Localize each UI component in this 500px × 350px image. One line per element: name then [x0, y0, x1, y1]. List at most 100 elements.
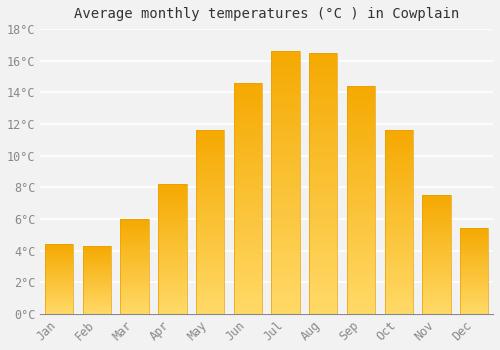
- Bar: [309, 121, 338, 126]
- Bar: [234, 300, 262, 304]
- Bar: [460, 280, 488, 281]
- Bar: [83, 256, 111, 257]
- Bar: [234, 245, 262, 249]
- Bar: [83, 287, 111, 288]
- Bar: [272, 261, 299, 267]
- Bar: [272, 188, 299, 193]
- Bar: [460, 290, 488, 292]
- Bar: [309, 199, 338, 204]
- Bar: [83, 308, 111, 310]
- Bar: [347, 127, 375, 132]
- Bar: [347, 246, 375, 250]
- Bar: [158, 215, 186, 218]
- Bar: [272, 272, 299, 277]
- Bar: [422, 221, 450, 224]
- Bar: [347, 259, 375, 264]
- Bar: [120, 276, 149, 278]
- Bar: [272, 214, 299, 219]
- Bar: [384, 299, 413, 303]
- Bar: [347, 141, 375, 145]
- Bar: [384, 193, 413, 196]
- Bar: [384, 281, 413, 285]
- Bar: [422, 231, 450, 233]
- Bar: [422, 229, 450, 231]
- Bar: [460, 261, 488, 262]
- Bar: [347, 168, 375, 173]
- Bar: [422, 309, 450, 312]
- Bar: [309, 236, 338, 241]
- Bar: [460, 273, 488, 275]
- Bar: [83, 296, 111, 297]
- Bar: [196, 156, 224, 160]
- Bar: [196, 218, 224, 222]
- Bar: [196, 167, 224, 171]
- Bar: [347, 209, 375, 214]
- Bar: [45, 308, 74, 310]
- Bar: [83, 306, 111, 307]
- Bar: [272, 119, 299, 125]
- Bar: [309, 157, 338, 162]
- Bar: [309, 79, 338, 84]
- Bar: [83, 303, 111, 304]
- Bar: [384, 266, 413, 270]
- Bar: [196, 186, 224, 189]
- Bar: [384, 204, 413, 208]
- Bar: [234, 198, 262, 203]
- Bar: [45, 247, 74, 248]
- Bar: [234, 125, 262, 129]
- Bar: [83, 272, 111, 273]
- Bar: [309, 204, 338, 209]
- Bar: [158, 205, 186, 208]
- Bar: [347, 287, 375, 291]
- Bar: [234, 217, 262, 222]
- Bar: [309, 215, 338, 220]
- Bar: [384, 259, 413, 262]
- Bar: [384, 178, 413, 182]
- Bar: [272, 193, 299, 198]
- Bar: [45, 251, 74, 253]
- Bar: [384, 262, 413, 266]
- Bar: [234, 268, 262, 272]
- Bar: [422, 226, 450, 229]
- Title: Average monthly temperatures (°C ) in Cowplain: Average monthly temperatures (°C ) in Co…: [74, 7, 460, 21]
- Bar: [196, 273, 224, 277]
- Bar: [460, 302, 488, 304]
- Bar: [158, 192, 186, 195]
- Bar: [309, 225, 338, 230]
- Bar: [158, 298, 186, 301]
- Bar: [460, 232, 488, 233]
- Bar: [234, 157, 262, 161]
- Bar: [120, 299, 149, 301]
- Bar: [272, 209, 299, 214]
- Bar: [384, 171, 413, 174]
- Bar: [83, 269, 111, 270]
- Bar: [120, 270, 149, 272]
- Bar: [45, 292, 74, 293]
- Bar: [83, 262, 111, 264]
- Bar: [45, 301, 74, 303]
- Bar: [234, 226, 262, 231]
- Bar: [347, 214, 375, 218]
- Bar: [158, 309, 186, 311]
- Bar: [460, 281, 488, 283]
- Bar: [422, 214, 450, 217]
- Bar: [309, 162, 338, 168]
- Bar: [83, 261, 111, 262]
- Bar: [45, 248, 74, 250]
- Bar: [45, 306, 74, 307]
- Bar: [422, 198, 450, 200]
- Bar: [45, 250, 74, 251]
- Bar: [347, 150, 375, 154]
- Bar: [272, 140, 299, 146]
- Bar: [234, 231, 262, 235]
- Bar: [45, 273, 74, 275]
- Bar: [234, 295, 262, 300]
- Bar: [158, 311, 186, 314]
- Bar: [45, 286, 74, 287]
- Bar: [309, 262, 338, 267]
- Bar: [196, 189, 224, 193]
- Bar: [45, 244, 74, 246]
- Bar: [83, 295, 111, 296]
- Bar: [120, 265, 149, 266]
- Bar: [384, 248, 413, 252]
